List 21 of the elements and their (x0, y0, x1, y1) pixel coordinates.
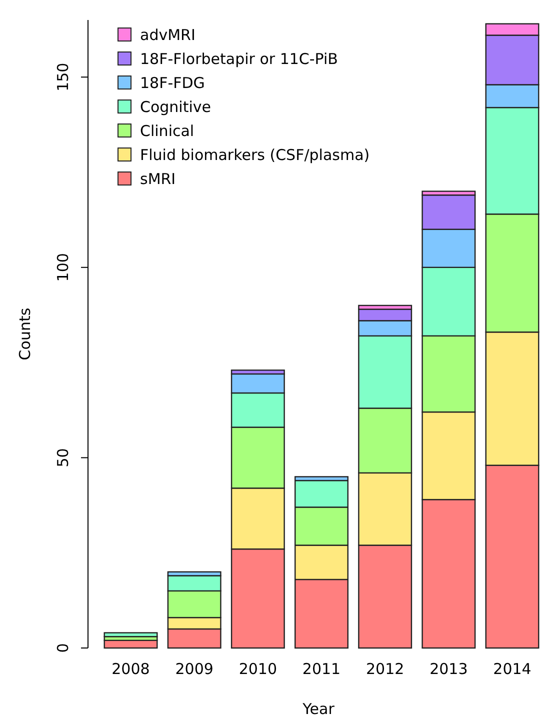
legend-label: Clinical (140, 122, 194, 140)
y-axis-title: Counts (16, 308, 34, 360)
x-tick-label: 2013 (430, 660, 468, 678)
legend-label: sMRI (140, 170, 176, 188)
y-tick-label: 100 (54, 253, 72, 282)
legend-label: 18F-Florbetapir or 11C-PiB (140, 50, 338, 68)
bar (104, 632, 158, 638)
x-tick-label: 2011 (302, 660, 341, 678)
x-tick-label: 2009 (175, 660, 214, 678)
x-axis-title: Year (302, 700, 336, 718)
x-tick-label: 2008 (112, 660, 150, 678)
legend-label: Cognitive (140, 98, 212, 116)
y-tick-label: 50 (54, 448, 72, 468)
x-tick-label: 2010 (238, 660, 278, 678)
y-tick-label: 150 (54, 62, 72, 92)
x-tick-label: 2014 (493, 660, 532, 678)
x-tick-label: 2012 (366, 660, 404, 678)
legend-label: advMRI (140, 26, 196, 44)
legend-label: 18F-FDG (140, 74, 205, 92)
legend-label: Fluid biomarkers (CSF/plasma) (140, 146, 370, 164)
y-tick-label: 0 (54, 643, 72, 653)
